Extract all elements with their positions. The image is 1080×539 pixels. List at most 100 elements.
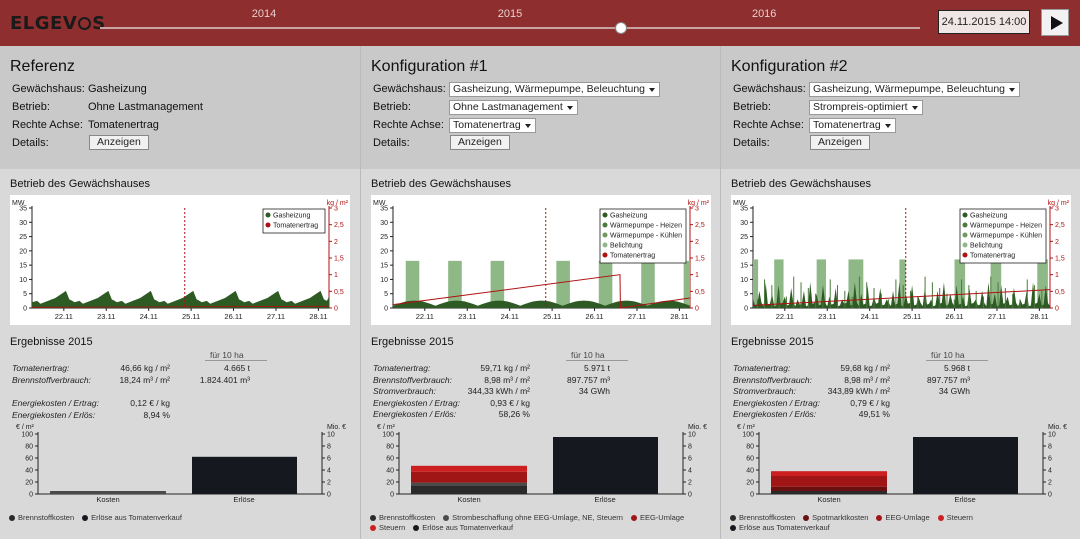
anzeigen-button[interactable]: Anzeigen — [450, 135, 510, 150]
column-referenz: Referenz Gewächshaus: Gasheizung Betrieb: Oh… — [0, 46, 360, 539]
y-right-tick-label: 0 — [1055, 306, 1059, 313]
bar-right-tick-label: 4 — [1048, 468, 1052, 475]
achse-select[interactable]: Tomatenertrag — [449, 118, 536, 133]
cost-revenue-chart: € / m² Mio. € 0 20 40 60 80 100 0 2 4 6 8 10 Kosten Erl… — [16, 424, 346, 503]
x-tick-label: 26.11 — [945, 312, 963, 321]
chart-legend — [959, 208, 1047, 264]
legend-entry: Gasheizung — [970, 213, 1007, 220]
play-button[interactable] — [1041, 9, 1069, 36]
bar-right-tick-label: 4 — [688, 468, 692, 475]
legend-swatch — [265, 222, 271, 228]
cost-legend: Brennstoffkosten Strombeschaffung ohne EE… — [370, 513, 715, 533]
kosten-category-label: Kosten — [817, 495, 840, 503]
result-total: 1.824.401 m³ — [199, 374, 250, 385]
bar-right-tick-label: 10 — [327, 432, 335, 439]
operation-chart: MW kg / m² 0 5 10 15 20 25 30 35 0 0,5 1 1,5 2 2,5 3 22.1… — [371, 195, 711, 325]
betrieb-value: Ohne Lastmanagement — [88, 101, 203, 113]
result-value: 0,12 € / kg — [130, 398, 170, 408]
y-right-tick-label: 3 — [695, 206, 699, 213]
bar-left-tick-label: 60 — [386, 456, 394, 463]
erloese-bar — [553, 437, 658, 494]
cost-legend-swatch — [803, 514, 810, 521]
belichtung-block — [641, 260, 655, 308]
cost-legend-item: Strombeschaffung ohne EEG-Umlage, NE, St… — [443, 513, 623, 523]
belichtung-block — [816, 259, 826, 308]
gewaechshaus-value: Gasheizung — [88, 83, 147, 95]
legend-swatch — [602, 252, 608, 258]
cost-legend-swatch — [443, 514, 450, 521]
cost-legend-item: Erlöse aus Tomatenverkauf — [413, 523, 513, 533]
x-tick-label: 24.11 — [861, 312, 879, 321]
cost-legend-label: Spotmarktkosten — [812, 513, 869, 522]
x-tick-label: 25.11 — [543, 312, 561, 321]
result-value: 0,79 € / kg — [850, 397, 890, 408]
x-tick-label: 24.11 — [501, 312, 519, 321]
gewaechshaus-select[interactable]: Gasheizung, Wärmepumpe, Beleuchtung — [449, 82, 661, 97]
logo-o-ring — [78, 17, 92, 30]
timeline-slider-handle[interactable] — [614, 22, 627, 34]
y-right-tick-label: 0,5 — [334, 289, 344, 296]
result-label: Tomatenertrag: — [733, 363, 791, 373]
anzeigen-button[interactable]: Anzeigen — [89, 135, 149, 150]
legend-swatch — [265, 212, 271, 218]
achse-label: Rechte Achse: — [733, 119, 804, 131]
bar-left-tick-label: 100 — [742, 432, 754, 439]
bar-right-tick-label: 6 — [1048, 456, 1052, 463]
cost-legend-label: EEG-Umlage — [639, 513, 685, 522]
cost-legend-label: Brennstoffkosten — [18, 513, 75, 522]
gewaechshaus-select[interactable]: Gasheizung, Wärmepumpe, Beleuchtung — [809, 82, 1021, 97]
anzeigen-button[interactable]: Anzeigen — [810, 135, 870, 150]
erloese-category-label: Erlöse — [233, 495, 254, 503]
cost-legend-swatch — [876, 514, 883, 521]
y-right-tick-label: 3 — [1055, 206, 1059, 213]
bar-y-right-unit: Mio. € — [688, 424, 707, 431]
result-value: 8,98 m³ / m² — [484, 374, 530, 385]
kosten-bar-segment — [771, 471, 887, 476]
cost-legend-item: EEG-Umlage — [876, 513, 930, 523]
cost-legend-swatch — [9, 514, 15, 521]
bar-left-tick-label: 40 — [746, 468, 754, 475]
operation-chart: MW kg / m² 0 5 10 15 20 25 30 35 0 0,5 1 1,5 2 2,5 3 22.1… — [10, 195, 350, 325]
x-tick-label: 28.11 — [670, 312, 688, 321]
bar-left-tick-label: 20 — [386, 480, 394, 487]
tomatenertrag-line — [392, 274, 691, 309]
bar-left-tick-label: 0 — [750, 492, 754, 499]
x-tick-label: 23.11 — [818, 312, 836, 321]
kosten-bar-segment — [771, 476, 887, 487]
gasheizung-area — [393, 300, 690, 308]
belichtung-block — [405, 260, 420, 308]
result-value: 59,71 kg / m² — [480, 363, 530, 373]
y-left-tick-label: 0 — [744, 306, 748, 313]
result-total: 34 GWh — [938, 386, 970, 396]
timeline-slider-track[interactable] — [100, 27, 920, 29]
column-title: Konfiguration #1 — [371, 58, 488, 75]
belichtung-block — [774, 259, 784, 308]
bar-right-tick-label: 4 — [327, 468, 331, 475]
x-tick-label: 25.11 — [182, 312, 200, 321]
bar-left-tick-label: 80 — [25, 444, 33, 451]
cost-legend-item: EEG-Umlage — [630, 513, 685, 523]
bar-right-tick-label: 0 — [1048, 492, 1052, 499]
y-left-tick-label: 25 — [740, 234, 748, 241]
x-tick-label: 22.11 — [776, 312, 794, 321]
x-tick-label: 28.11 — [1030, 312, 1048, 321]
result-total: 5.971 t — [584, 363, 610, 373]
operation-section-title: Betrieb des Gewächshauses — [10, 178, 151, 190]
result-label: Tomatenertrag: — [12, 363, 70, 373]
y-left-tick-label: 20 — [740, 248, 748, 255]
current-date-display: 24.11.2015 14:00 — [938, 10, 1030, 34]
betrieb-select[interactable]: Ohne Lastmanagement — [449, 100, 578, 115]
bar-y-left-unit: € / m² — [16, 424, 35, 431]
legend-swatch — [602, 222, 608, 228]
legend-entry: Tomatenertrag — [610, 253, 655, 260]
x-tick-label: 26.11 — [585, 312, 603, 321]
cost-legend-swatch — [630, 514, 637, 521]
y-right-tick-label: 0,5 — [1055, 289, 1065, 296]
y-right-tick-label: 1 — [334, 272, 338, 279]
results-section-title: Ergebnisse 2015 — [371, 336, 454, 348]
cost-legend-label: Strombeschaffung ohne EEG-Umlage, NE, St… — [452, 513, 623, 522]
achse-select[interactable]: Tomatenertrag — [809, 118, 896, 133]
y-axis-right-unit: kg / m² — [688, 200, 710, 207]
betrieb-select[interactable]: Strompreis-optimiert — [809, 100, 923, 115]
bar-left-tick-label: 40 — [386, 468, 394, 475]
